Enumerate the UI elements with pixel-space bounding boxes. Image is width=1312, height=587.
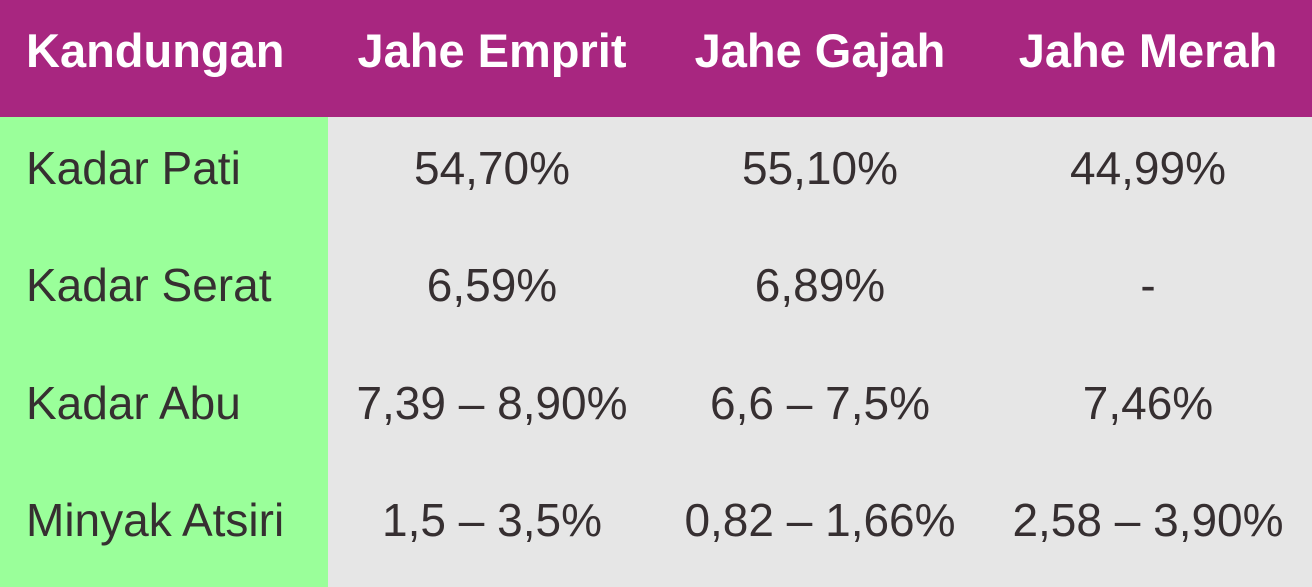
row-label-kadar-abu: Kadar Abu [0,352,328,470]
value-kadar-serat-gajah: 6,89% [656,234,984,352]
value-minyak-atsiri-gajah: 0,82 – 1,66% [656,469,984,587]
row-label-kadar-pati: Kadar Pati [0,117,328,235]
value-kadar-serat-emprit: 6,59% [328,234,656,352]
value-minyak-atsiri-emprit: 1,5 – 3,5% [328,469,656,587]
header-cell-jahe-merah: Jahe Merah [984,0,1312,117]
header-cell-jahe-gajah: Jahe Gajah [656,0,984,117]
value-kadar-abu-gajah: 6,6 – 7,5% [656,352,984,470]
header-cell-kandungan: Kandungan [0,0,328,117]
value-minyak-atsiri-merah: 2,58 – 3,90% [984,469,1312,587]
value-kadar-abu-merah: 7,46% [984,352,1312,470]
row-label-minyak-atsiri: Minyak Atsiri [0,469,328,587]
value-kadar-pati-merah: 44,99% [984,117,1312,235]
value-kadar-serat-merah: - [984,234,1312,352]
value-kadar-pati-gajah: 55,10% [656,117,984,235]
header-cell-jahe-emprit: Jahe Emprit [328,0,656,117]
value-kadar-pati-emprit: 54,70% [328,117,656,235]
row-label-kadar-serat: Kadar Serat [0,234,328,352]
value-kadar-abu-emprit: 7,39 – 8,90% [328,352,656,470]
